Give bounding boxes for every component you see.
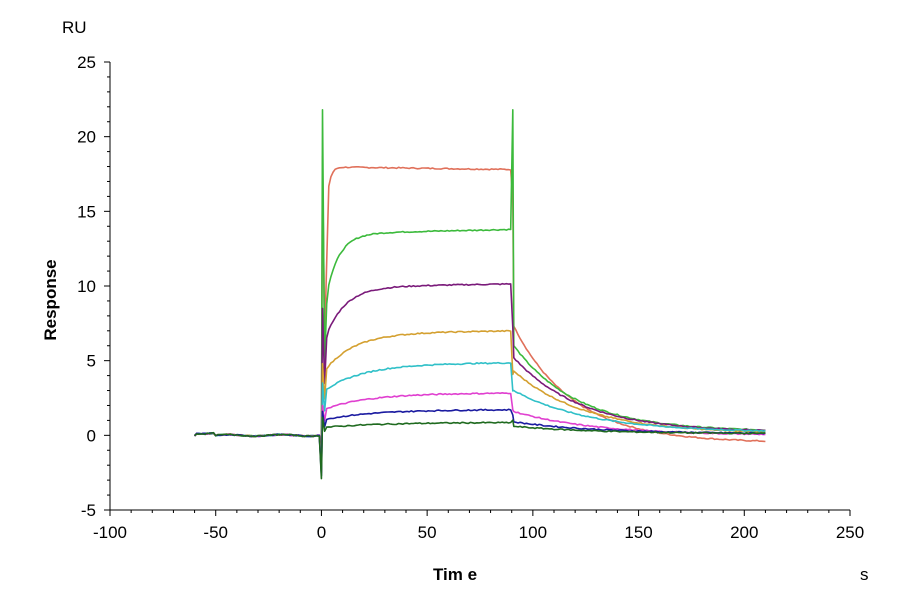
- series-line-4: [194, 329, 766, 468]
- series-line-5: [194, 361, 766, 471]
- series-line-1: [194, 155, 766, 459]
- x-tick-label: 100: [519, 523, 547, 542]
- series-line-8: [194, 416, 766, 480]
- x-unit-label: s: [860, 565, 869, 584]
- series-line-3: [194, 282, 766, 465]
- x-tick-label: 200: [730, 523, 758, 542]
- series-group: [193, 109, 766, 480]
- x-tick-label: 150: [624, 523, 652, 542]
- y-tick-label: 25: [77, 53, 96, 72]
- y-tick-label: -5: [81, 501, 96, 520]
- y-tick-label: 0: [87, 426, 96, 445]
- y-tick-label: 5: [87, 352, 96, 371]
- y-tick-label: 15: [77, 202, 96, 221]
- x-tick-label: -100: [93, 523, 127, 542]
- series-line-7: [193, 408, 766, 477]
- y-axis-title: Response: [41, 259, 60, 340]
- x-tick-label: 0: [317, 523, 326, 542]
- x-tick-label: -50: [203, 523, 228, 542]
- x-tick-label: 250: [836, 523, 864, 542]
- y-tick-label: 20: [77, 128, 96, 147]
- y-tick-label: 10: [77, 277, 96, 296]
- axes: [109, 62, 850, 511]
- y-unit-label: RU: [62, 18, 87, 37]
- x-axis-title: Tim e: [433, 565, 477, 584]
- x-tick-label: 50: [418, 523, 437, 542]
